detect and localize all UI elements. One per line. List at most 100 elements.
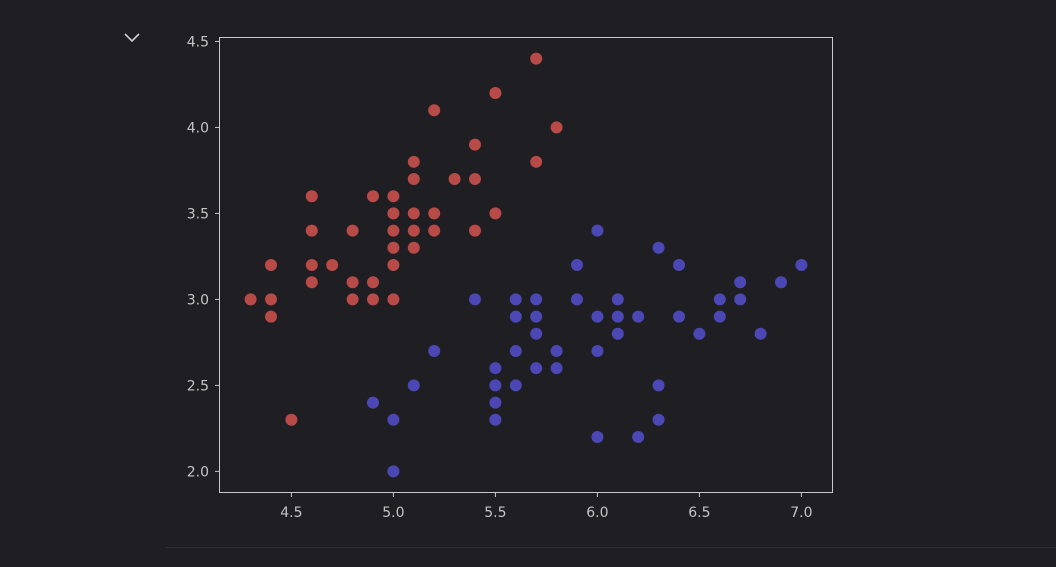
y-axis: 2.0 2.5 3.0 3.5 4.0 4.5 <box>187 34 220 480</box>
y-tick-label: 4.5 <box>187 34 209 50</box>
red-data-point <box>305 276 318 289</box>
red-data-point <box>346 224 359 237</box>
blue-data-point <box>611 327 624 340</box>
blue-data-point <box>489 379 502 392</box>
red-data-point <box>530 155 543 168</box>
red-data-point <box>489 87 502 100</box>
blue-data-point <box>489 396 502 409</box>
red-data-point <box>489 207 502 220</box>
blue-data-point <box>632 430 645 443</box>
blue-data-point <box>591 310 604 323</box>
red-data-point <box>265 310 277 323</box>
blue-data-point <box>550 362 563 375</box>
red-data-point <box>387 207 400 220</box>
red-data-point <box>469 173 481 186</box>
blue-data-point <box>734 276 747 289</box>
red-data-point <box>407 155 420 168</box>
red-data-point <box>244 293 257 306</box>
data-points <box>244 52 808 478</box>
blue-data-point <box>407 379 420 392</box>
red-data-point <box>265 293 277 306</box>
blue-data-point <box>591 224 604 237</box>
blue-data-point <box>611 293 624 306</box>
blue-data-point <box>795 259 808 271</box>
red-data-point <box>387 241 400 254</box>
blue-data-point <box>387 413 400 426</box>
y-tick-label: 2.0 <box>187 464 209 480</box>
blue-data-point <box>509 310 522 323</box>
output-divider <box>165 547 1056 548</box>
y-tick-label: 3.0 <box>187 292 209 308</box>
blue-data-point <box>632 310 645 323</box>
red-data-point <box>387 293 400 306</box>
blue-data-point <box>530 310 543 323</box>
blue-data-point <box>530 327 543 340</box>
red-data-point <box>428 207 441 220</box>
blue-data-point <box>673 310 685 323</box>
red-data-point <box>407 207 420 220</box>
blue-data-point <box>509 293 522 306</box>
blue-data-point <box>367 396 379 409</box>
x-tick-label: 6.5 <box>688 505 710 521</box>
y-tick-label: 2.5 <box>187 378 209 394</box>
red-data-point <box>387 259 400 271</box>
blue-data-point <box>469 293 481 306</box>
red-data-point <box>367 293 379 306</box>
x-tick-label: 6.0 <box>586 505 608 521</box>
red-data-point <box>448 173 461 186</box>
x-tick-label: 7.0 <box>790 505 812 521</box>
blue-data-point <box>734 293 747 306</box>
red-data-point <box>367 276 379 289</box>
blue-data-point <box>530 362 543 375</box>
red-data-point <box>346 276 359 289</box>
red-data-point <box>428 224 441 237</box>
blue-data-point <box>509 379 522 392</box>
x-tick-label: 4.5 <box>280 505 302 521</box>
red-data-point <box>326 259 339 271</box>
red-data-point <box>305 259 318 271</box>
blue-data-point <box>530 293 543 306</box>
blue-data-point <box>673 259 685 271</box>
red-data-point <box>550 121 563 134</box>
red-data-point <box>407 173 420 186</box>
blue-data-point <box>571 259 583 271</box>
red-data-point <box>530 52 543 65</box>
blue-data-point <box>489 362 502 375</box>
blue-data-point <box>652 241 665 254</box>
blue-data-point <box>713 310 726 323</box>
blue-data-point <box>550 344 563 357</box>
blue-data-point <box>775 276 787 289</box>
blue-data-point <box>428 344 441 357</box>
blue-data-point <box>489 413 502 426</box>
blue-data-point <box>652 379 665 392</box>
red-data-point <box>265 259 277 271</box>
chevron-down-icon[interactable] <box>122 28 142 48</box>
red-data-point <box>305 190 318 203</box>
red-data-point <box>285 413 298 426</box>
red-data-point <box>387 224 400 237</box>
axes-frame <box>219 37 833 493</box>
red-data-point <box>469 138 481 151</box>
blue-data-point <box>591 430 604 443</box>
blue-data-point <box>571 293 583 306</box>
red-data-point <box>305 224 318 237</box>
blue-data-point <box>652 413 665 426</box>
blue-data-point <box>387 465 400 478</box>
red-data-point <box>407 241 420 254</box>
x-tick-label: 5.0 <box>382 505 404 521</box>
red-data-point <box>407 224 420 237</box>
red-data-point <box>346 293 359 306</box>
blue-data-point <box>713 293 726 306</box>
blue-data-point <box>509 344 522 357</box>
blue-data-point <box>754 327 767 340</box>
red-data-point <box>367 190 379 203</box>
y-tick-label: 4.0 <box>187 120 209 136</box>
blue-data-point <box>693 327 706 340</box>
red-data-point <box>428 104 441 117</box>
x-tick-label: 5.5 <box>484 505 506 521</box>
blue-data-point <box>591 344 604 357</box>
blue-data-point <box>611 310 624 323</box>
x-axis: 4.5 5.0 5.5 6.0 6.5 7.0 <box>280 492 813 521</box>
